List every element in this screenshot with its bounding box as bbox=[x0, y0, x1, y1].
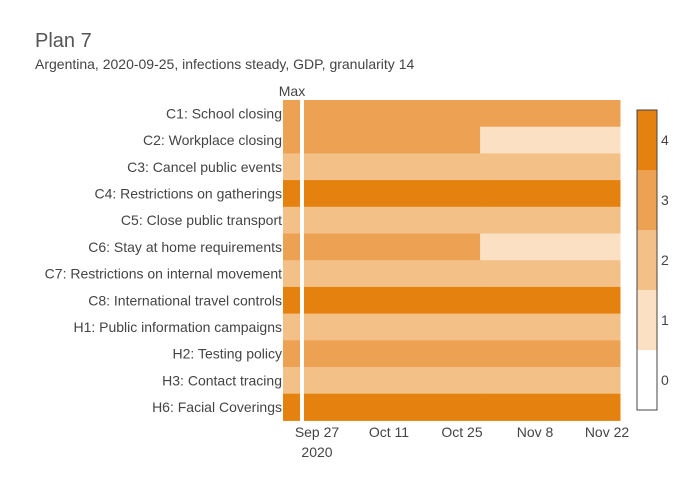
colorbar-tick-label: 1 bbox=[661, 312, 669, 328]
x-tick-label: Sep 27 bbox=[295, 424, 340, 440]
x-tick-sublabel: 2020 bbox=[301, 444, 332, 460]
max-cell bbox=[283, 233, 300, 261]
colorbar-tick-label: 4 bbox=[661, 132, 669, 148]
x-tick-label: Nov 22 bbox=[585, 424, 630, 440]
chart-subtitle: Argentina, 2020-09-25, infections steady… bbox=[35, 56, 415, 72]
max-cell bbox=[283, 260, 300, 288]
heatmap-cell bbox=[480, 153, 621, 181]
colorbar-segment bbox=[637, 290, 657, 350]
max-column-label: Max bbox=[279, 83, 305, 99]
heatmap-cell bbox=[480, 340, 621, 368]
x-tick-label: Oct 25 bbox=[441, 424, 482, 440]
heatmap-cell bbox=[480, 100, 621, 128]
heatmap-cell bbox=[304, 153, 481, 181]
heatmap-cell bbox=[480, 313, 621, 341]
max-cell bbox=[283, 286, 300, 315]
row-label: C7: Restrictions on internal movement bbox=[45, 266, 282, 282]
colorbar-tick-label: 3 bbox=[661, 192, 669, 208]
colorbar-tick-label: 2 bbox=[661, 252, 669, 268]
max-cell bbox=[283, 100, 300, 128]
heatmap-cell bbox=[304, 126, 481, 154]
row-labels: C1: School closing C2: Workplace closing C… bbox=[45, 105, 282, 415]
max-cell bbox=[283, 393, 300, 421]
chart-title: Plan 7 bbox=[35, 30, 92, 52]
row-label: C5: Close public transport bbox=[121, 212, 282, 228]
heatmap-cell bbox=[480, 393, 621, 421]
heatmap-cell bbox=[480, 260, 621, 288]
max-cell bbox=[283, 180, 300, 208]
colorbar-segment bbox=[637, 230, 657, 290]
heatmap-cell bbox=[480, 233, 621, 261]
row-label: C6: Stay at home requirements bbox=[88, 239, 282, 255]
row-label: C2: Workplace closing bbox=[143, 132, 282, 148]
max-cell bbox=[283, 206, 300, 234]
row-label: H2: Testing policy bbox=[173, 346, 282, 362]
x-axis-ticks: Sep 27 2020 Oct 11 Oct 25 Nov 8 Nov 22 bbox=[295, 424, 630, 460]
heatmap-cell bbox=[480, 126, 621, 154]
heatmap-cell bbox=[480, 206, 621, 234]
heatmap-cells bbox=[283, 100, 621, 421]
heatmap-cell bbox=[304, 393, 481, 421]
colorbar: 0 1 2 3 4 bbox=[636, 109, 669, 411]
colorbar-segment bbox=[637, 110, 657, 170]
heatmap-cell bbox=[480, 286, 621, 315]
row-label: H3: Contact tracing bbox=[162, 372, 282, 388]
heatmap-cell bbox=[304, 100, 481, 128]
heatmap-cell bbox=[304, 340, 481, 368]
colorbar-segment bbox=[637, 350, 657, 410]
x-tick-label: Oct 11 bbox=[369, 424, 409, 440]
x-tick-label: Nov 8 bbox=[517, 424, 554, 440]
row-label: C3: Cancel public events bbox=[127, 159, 282, 175]
row-label: H1: Public information campaigns bbox=[73, 319, 282, 335]
max-cell bbox=[283, 313, 300, 341]
heatmap-cell bbox=[304, 313, 481, 341]
max-cell bbox=[283, 153, 300, 181]
row-label: H6: Facial Coverings bbox=[152, 399, 282, 415]
heatmap-cell bbox=[304, 206, 481, 234]
heatmap-cell bbox=[304, 367, 481, 395]
heatmap-cell bbox=[480, 367, 621, 395]
heatmap-cell bbox=[480, 180, 621, 208]
heatmap-cell bbox=[304, 180, 481, 208]
row-label: C4: Restrictions on gatherings bbox=[94, 185, 282, 201]
colorbar-outline bbox=[636, 109, 658, 411]
colorbar-segment bbox=[637, 170, 657, 230]
heatmap-cell bbox=[304, 233, 481, 261]
max-cell bbox=[283, 126, 300, 154]
row-label: C8: International travel controls bbox=[88, 292, 282, 308]
heatmap-cell bbox=[304, 286, 481, 315]
colorbar-tick-label: 0 bbox=[661, 372, 669, 388]
max-cell bbox=[283, 367, 300, 395]
max-cell bbox=[283, 340, 300, 368]
row-label: C1: School closing bbox=[166, 105, 282, 121]
heatmap-cell bbox=[304, 260, 481, 288]
